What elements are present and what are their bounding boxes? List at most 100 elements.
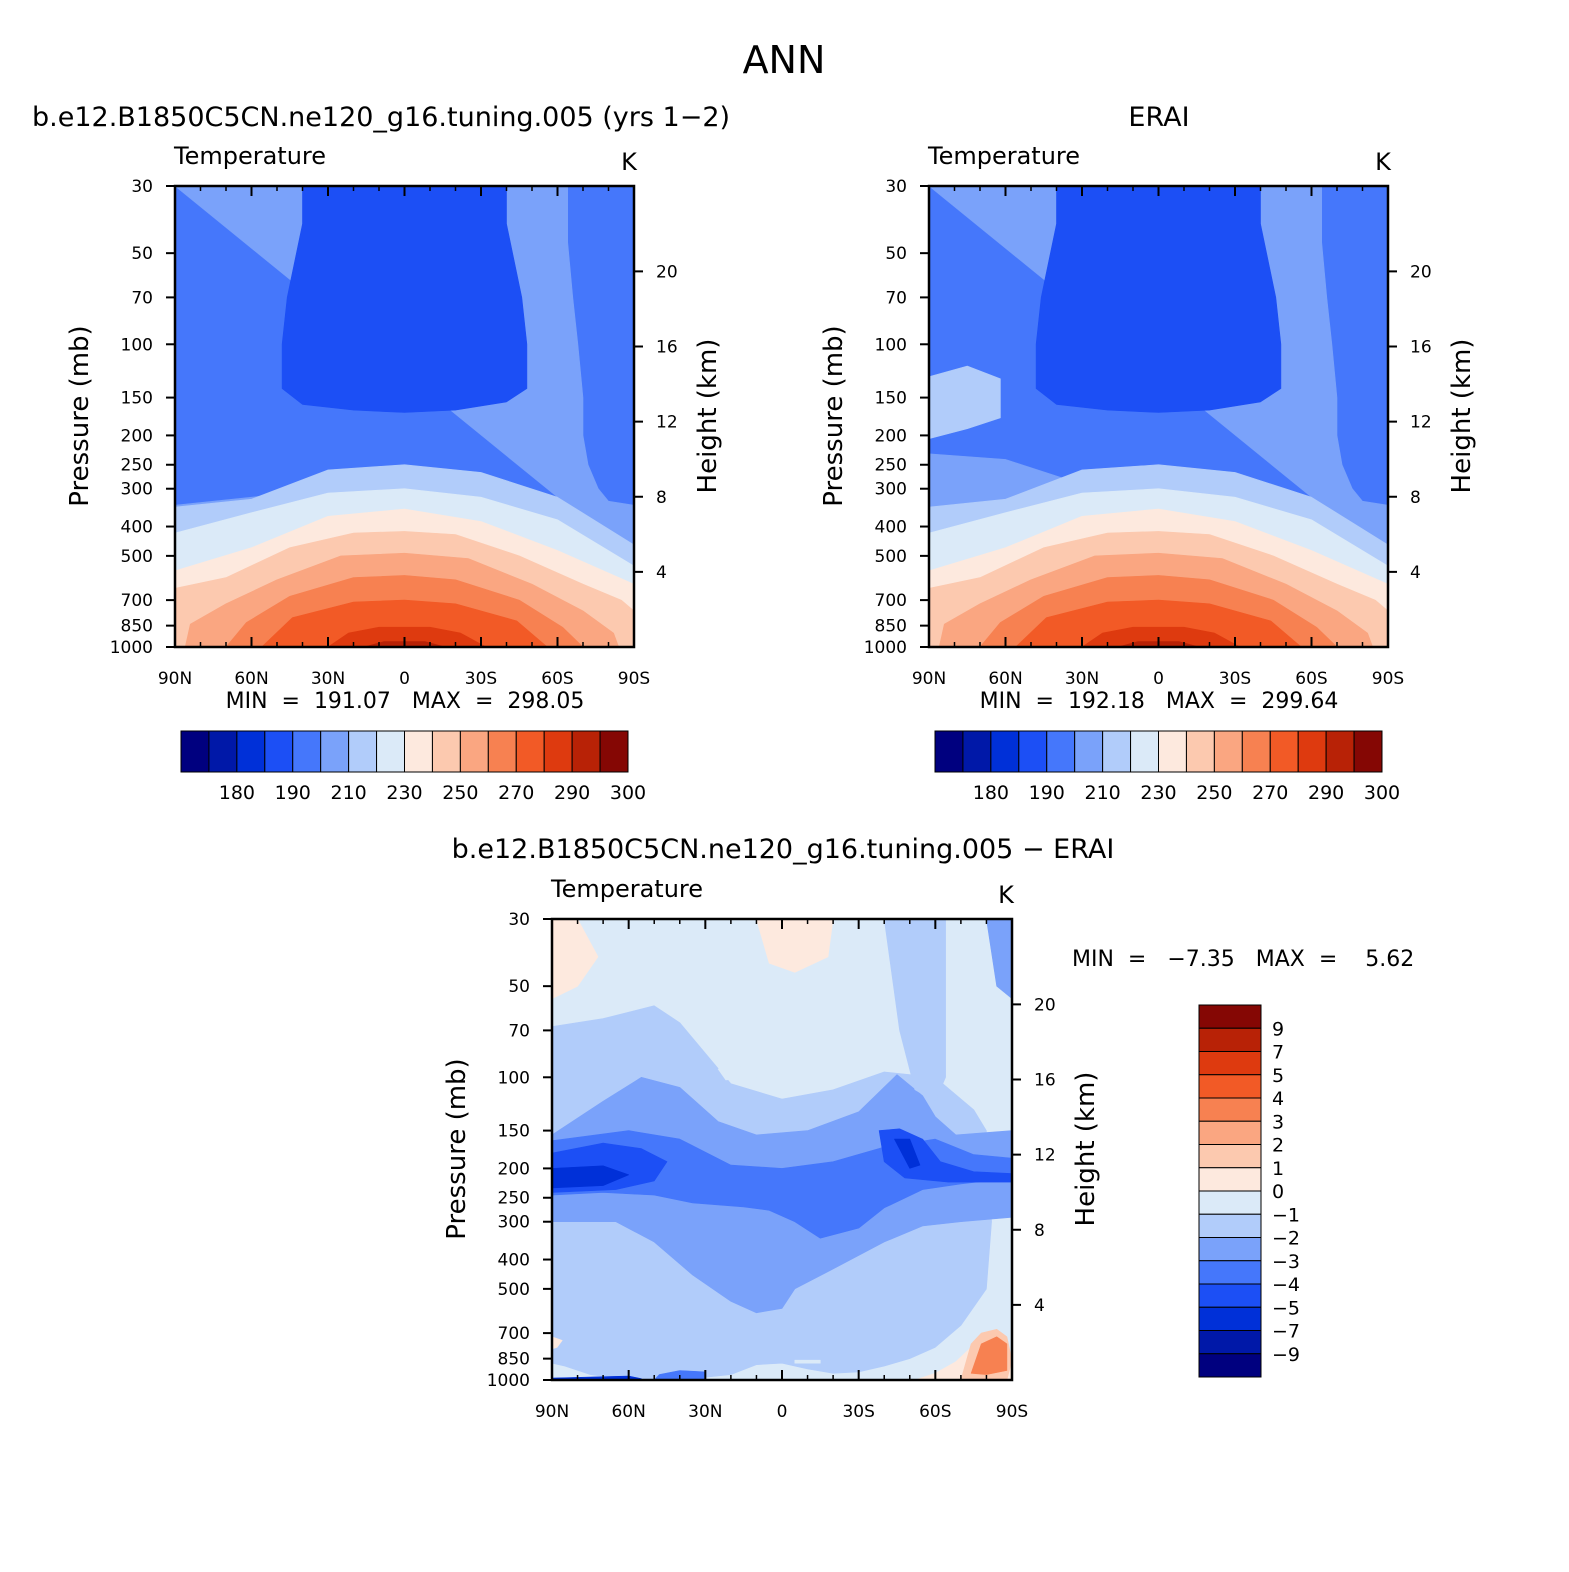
colorbar-swatch bbox=[1198, 1237, 1262, 1262]
colorbar-swatch bbox=[990, 730, 1020, 773]
variable-label: Temperature bbox=[927, 142, 1080, 170]
x-tick-label: 60S bbox=[1295, 669, 1327, 689]
colorbar-swatch bbox=[1198, 1353, 1262, 1378]
colorbar-label: −2 bbox=[1272, 1228, 1300, 1250]
x-tick-label: 30S bbox=[842, 1402, 874, 1422]
y2-tick-label: 20 bbox=[1034, 995, 1056, 1015]
x-tick-label: 60N bbox=[988, 669, 1022, 689]
colorbar-swatch bbox=[1198, 1260, 1262, 1285]
y-tick-label: 100 bbox=[498, 1068, 530, 1088]
x-tick-label: 30N bbox=[688, 1402, 722, 1422]
y-tick-label: 250 bbox=[875, 456, 907, 476]
colorbar-label: 290 bbox=[554, 782, 590, 804]
y-tick-label: 250 bbox=[498, 1189, 530, 1209]
y-tick-label: 850 bbox=[498, 1350, 530, 1370]
colorbar-swatch bbox=[236, 730, 266, 773]
y-tick-label: 50 bbox=[508, 977, 530, 997]
contour-band bbox=[756, 919, 834, 973]
contour-band bbox=[794, 1359, 821, 1364]
colorbar-label: −1 bbox=[1272, 1204, 1300, 1226]
colorbar-swatch bbox=[208, 730, 238, 773]
colorbar-swatch bbox=[962, 730, 992, 773]
contour-band bbox=[1035, 186, 1282, 413]
colorbar-swatch bbox=[1074, 730, 1104, 773]
min-value: 192.18 bbox=[1068, 689, 1145, 714]
colorbar-label: 7 bbox=[1272, 1042, 1284, 1064]
contour-band bbox=[894, 1138, 921, 1169]
y2-tick-label: 20 bbox=[656, 262, 678, 282]
colorbar-swatch bbox=[1198, 1144, 1262, 1169]
contour-band bbox=[970, 1336, 1008, 1375]
contour-band bbox=[883, 919, 946, 1102]
colorbar-label: 270 bbox=[1252, 782, 1288, 804]
y-axis-label: Pressure (mb) bbox=[65, 325, 95, 506]
x-tick-label: 90S bbox=[1372, 669, 1404, 689]
y-tick-label: 70 bbox=[885, 288, 907, 308]
y-tick-label: 700 bbox=[875, 591, 907, 611]
y2-axis-label: Height (km) bbox=[1447, 339, 1477, 494]
x-tick-label: 90N bbox=[912, 669, 946, 689]
colorbar-swatch bbox=[292, 730, 322, 773]
colorbar-swatch bbox=[431, 730, 461, 773]
y-tick-label: 150 bbox=[875, 389, 907, 409]
y-tick-label: 30 bbox=[885, 177, 907, 197]
panel-model: b.e12.B1850C5CN.ne120_g16.tuning.005 (yr… bbox=[32, 102, 730, 804]
colorbar-label: 300 bbox=[610, 782, 646, 804]
y-tick-label: 300 bbox=[875, 480, 907, 500]
y2-tick-label: 12 bbox=[1410, 413, 1432, 433]
y2-tick-label: 20 bbox=[1410, 262, 1432, 282]
x-tick-label: 90N bbox=[535, 1402, 569, 1422]
x-tick-label: 0 bbox=[1153, 669, 1164, 689]
units-label: K bbox=[998, 881, 1015, 909]
contour-band bbox=[552, 1336, 563, 1350]
colorbar-swatch bbox=[1130, 730, 1159, 773]
colorbar-swatch bbox=[599, 730, 629, 773]
colorbar-swatch bbox=[1198, 1283, 1262, 1308]
x-tick-label: 60N bbox=[611, 1402, 645, 1422]
y-tick-label: 1000 bbox=[864, 638, 907, 658]
x-tick-label: 30S bbox=[1219, 669, 1251, 689]
y-tick-label: 50 bbox=[885, 244, 907, 264]
contour-band bbox=[281, 186, 528, 413]
contour-band bbox=[986, 919, 1012, 1000]
y-tick-label: 30 bbox=[508, 910, 530, 930]
y-tick-label: 200 bbox=[121, 426, 153, 446]
y-tick-label: 500 bbox=[121, 547, 153, 567]
colorbar-label: −4 bbox=[1272, 1274, 1300, 1296]
panel-obs: ERAI Temperature K Pressure (mb) Height … bbox=[819, 102, 1477, 804]
y-tick-label: 700 bbox=[121, 591, 153, 611]
colorbar-swatch bbox=[1158, 730, 1187, 773]
panel-title: ERAI bbox=[1128, 102, 1189, 133]
colorbar-swatch bbox=[1198, 1306, 1262, 1331]
y-tick-label: 200 bbox=[498, 1159, 530, 1179]
y2-tick-label: 16 bbox=[1410, 338, 1432, 358]
y-tick-label: 150 bbox=[121, 389, 153, 409]
colorbar-swatch bbox=[459, 730, 489, 773]
colorbar-label: −5 bbox=[1272, 1297, 1300, 1319]
y2-axis-label: Height (km) bbox=[1071, 1072, 1101, 1227]
contour-fills bbox=[175, 186, 634, 647]
y2-tick-label: 12 bbox=[1034, 1146, 1056, 1166]
y-tick-label: 400 bbox=[121, 518, 153, 538]
y-tick-label: 100 bbox=[121, 335, 153, 355]
colorbar-swatch bbox=[1198, 1120, 1262, 1145]
colorbar-swatch bbox=[1297, 730, 1327, 773]
contour-plot: 90N 60N 30N 0 30S 60S 90S 30 50 70 100 150 200 250 300… bbox=[864, 177, 1432, 689]
colorbar-label: 230 bbox=[1140, 782, 1176, 804]
y-tick-label: 50 bbox=[131, 244, 153, 264]
contour-plot: 90N 60N 30N 0 30S 60S 90S 30 50 70 100 150 200 250 300… bbox=[110, 177, 678, 689]
panel-difference: b.e12.B1850C5CN.ne120_g16.tuning.005 − E… bbox=[442, 834, 1414, 1422]
y2-tick-label: 4 bbox=[1410, 563, 1421, 583]
x-tick-label: 60S bbox=[541, 669, 573, 689]
colorbar-swatch bbox=[1325, 730, 1355, 773]
colorbar-swatch bbox=[320, 730, 350, 773]
y-tick-label: 500 bbox=[875, 547, 907, 567]
contour-fills bbox=[929, 186, 1388, 647]
colorbar-label: 210 bbox=[330, 782, 366, 804]
contour-band bbox=[327, 626, 487, 647]
x-tick-label: 30S bbox=[465, 669, 497, 689]
x-tick-label: 90N bbox=[158, 669, 192, 689]
colorbar: 180 190 210 230 250 270 290 300 bbox=[934, 730, 1400, 804]
colorbar-swatch bbox=[1198, 1051, 1262, 1076]
